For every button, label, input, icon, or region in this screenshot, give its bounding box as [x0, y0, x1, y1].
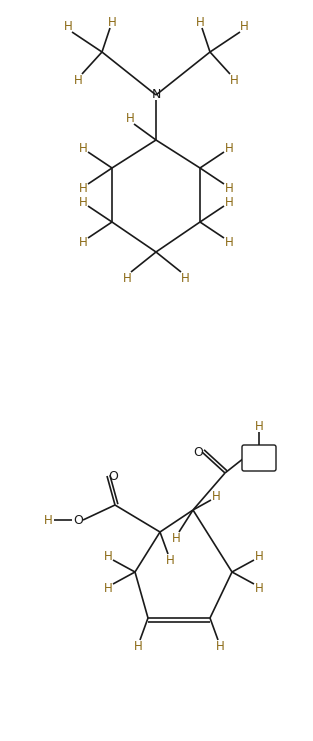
Text: H: H [166, 554, 174, 567]
Text: H: H [104, 550, 112, 562]
Text: H: H [104, 582, 112, 594]
Text: H: H [64, 21, 72, 33]
Text: H: H [216, 639, 224, 653]
Text: H: H [79, 182, 87, 194]
Text: H: H [254, 550, 263, 562]
Text: H: H [74, 73, 82, 87]
Text: H: H [181, 271, 189, 285]
Text: H: H [225, 182, 233, 194]
Text: H: H [44, 514, 52, 527]
Text: H: H [134, 639, 142, 653]
Text: H: H [212, 490, 220, 502]
Text: H: H [196, 16, 204, 28]
Text: Obs: Obs [248, 453, 270, 463]
Text: H: H [230, 73, 239, 87]
Text: H: H [126, 113, 134, 125]
Text: H: H [225, 196, 233, 208]
Text: H: H [240, 21, 249, 33]
Text: H: H [79, 196, 87, 208]
Text: H: H [123, 271, 131, 285]
Text: H: H [254, 419, 263, 433]
Text: O: O [108, 470, 118, 482]
Text: H: H [225, 142, 233, 155]
Text: H: H [254, 582, 263, 594]
Text: N: N [151, 88, 161, 102]
Text: O: O [73, 514, 83, 527]
FancyBboxPatch shape [242, 445, 276, 471]
Text: H: H [79, 236, 87, 248]
Text: H: H [108, 16, 116, 28]
Text: H: H [225, 236, 233, 248]
Text: O: O [193, 445, 203, 459]
Text: H: H [172, 531, 180, 545]
Text: H: H [79, 142, 87, 155]
